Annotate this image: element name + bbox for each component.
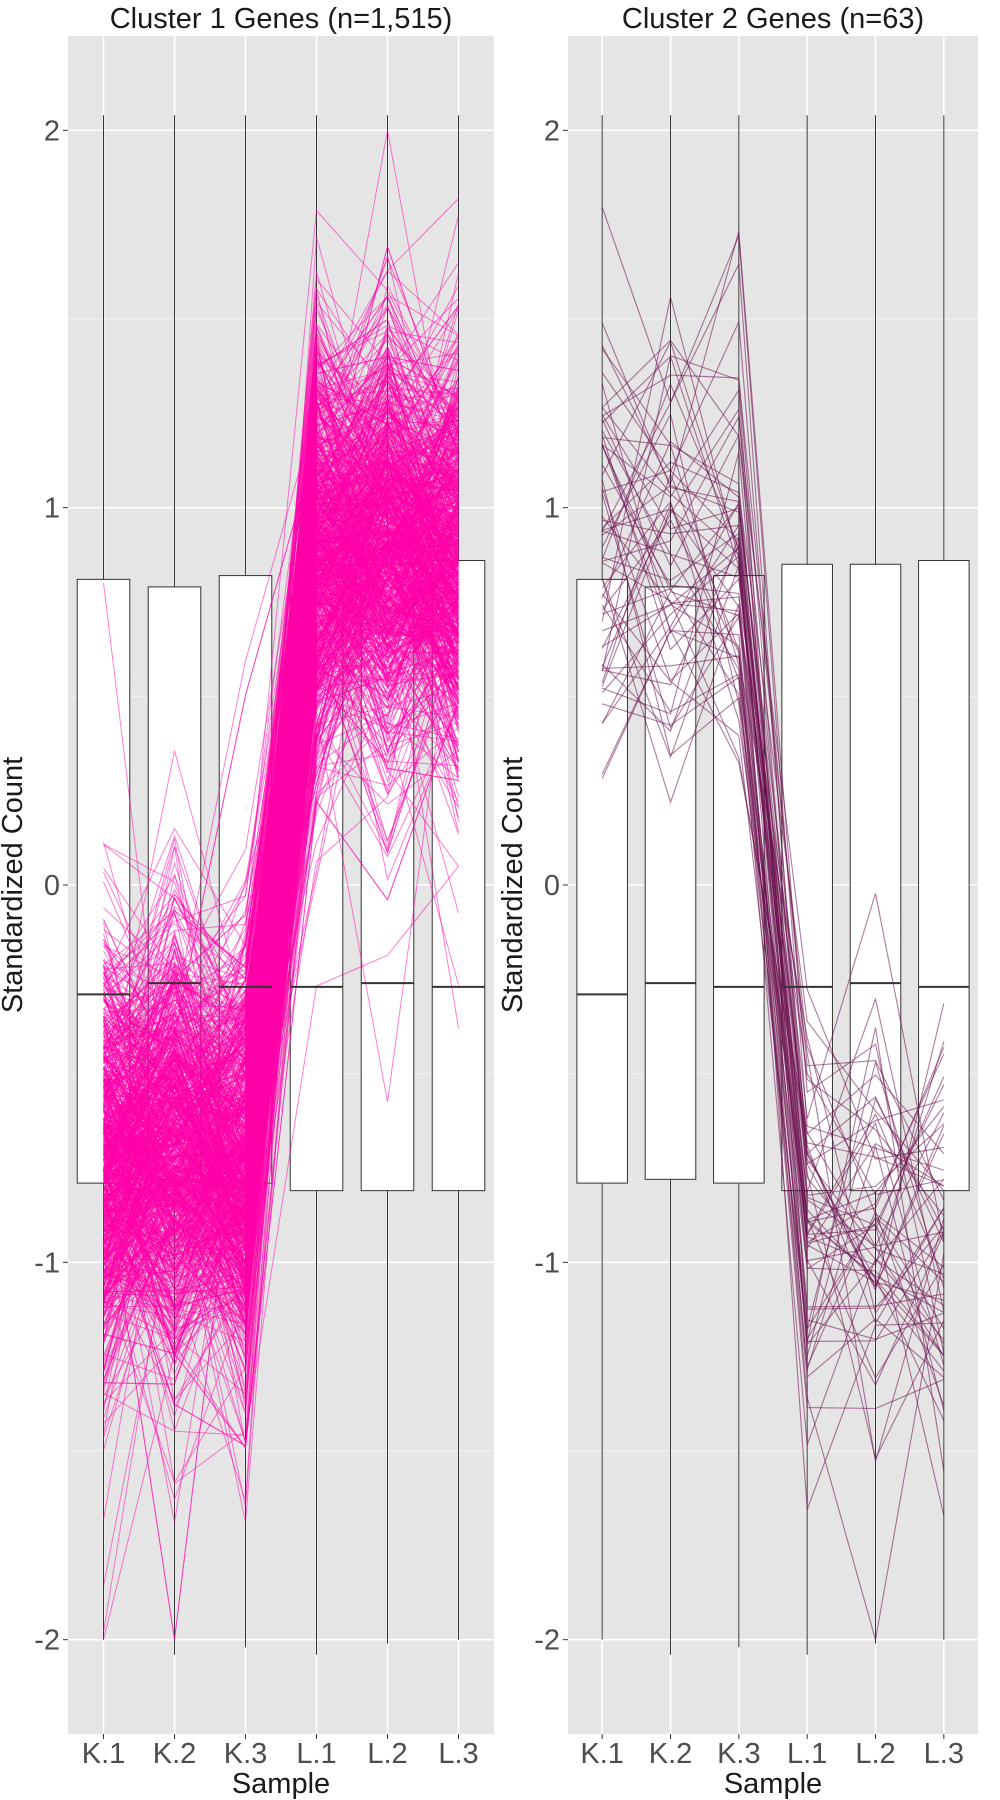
y-tick-label: 2	[544, 115, 560, 147]
gene-line	[601, 565, 944, 1301]
boxplot-box-K.1	[576, 578, 628, 1184]
gene-line	[601, 207, 944, 1171]
gene-line	[602, 604, 945, 1366]
gene-line	[103, 198, 459, 974]
gene-line	[601, 440, 944, 1275]
boxplot-box-L.2	[849, 563, 902, 1192]
gene-line	[601, 382, 945, 1356]
x-axis-label: Sample	[724, 1768, 822, 1800]
gene-line	[602, 519, 945, 1247]
gene-line	[103, 347, 459, 1062]
gene-line	[103, 577, 459, 1308]
gene-line	[103, 482, 459, 1295]
x-tick-label: K.2	[649, 1738, 693, 1770]
gene-line	[601, 418, 945, 1325]
x-tick-label: L.2	[855, 1738, 895, 1770]
gene-line	[601, 629, 945, 1315]
x-tick-label: L.1	[296, 1738, 336, 1770]
gene-line	[601, 262, 945, 1312]
x-tick-label: K.1	[82, 1738, 126, 1770]
gene-line	[103, 531, 459, 1326]
gene-line	[103, 471, 459, 1248]
gene-line	[601, 461, 945, 1192]
gene-line	[103, 357, 459, 1167]
x-tick-label: K.3	[224, 1738, 268, 1770]
gene-profile-lines	[601, 207, 945, 1640]
gene-line	[103, 525, 459, 1286]
y-tick-label: -2	[534, 1625, 560, 1657]
cluster-2-panel: -2 -1 0 1 2 K.1 K.2 K.3 L.1 L.2 L.3 Cluster 2 Genes…	[497, 3, 978, 1800]
gene-line	[103, 487, 459, 1242]
gene-line	[103, 375, 459, 1098]
gene-line	[103, 572, 459, 1246]
gene-line	[103, 439, 459, 1185]
gene-line	[601, 407, 945, 1357]
gene-line	[602, 508, 945, 1347]
gene-line	[602, 451, 945, 1380]
cluster-1-panel: -2 -1 0 1 2 K.1 K.2 K.3 L.1 L.2 L.3 Cluster 1 Genes…	[0, 3, 494, 1800]
gene-line	[103, 523, 459, 1313]
x-axis-label: Sample	[232, 1768, 330, 1800]
gene-line	[103, 465, 459, 1257]
gene-line	[103, 478, 459, 1209]
gene-line	[601, 374, 945, 1201]
x-tick-label: K.3	[717, 1738, 761, 1770]
x-tick-label: K.2	[153, 1738, 197, 1770]
x-tick-label: L.1	[787, 1738, 827, 1770]
gene-line	[103, 418, 459, 1077]
gene-line	[601, 464, 945, 1342]
y-tick-label: -2	[34, 1625, 60, 1657]
y-axis-label: Standardized Count	[0, 757, 29, 1013]
gene-line	[103, 556, 459, 1190]
y-tick-label: 1	[44, 493, 60, 525]
gene-line	[103, 492, 459, 1185]
gene-line	[103, 467, 459, 1137]
gene-line	[103, 700, 459, 1447]
gene-line	[103, 629, 459, 1450]
y-tick-label: 2	[44, 115, 60, 147]
gene-line	[103, 327, 459, 1083]
gene-line	[103, 380, 459, 1191]
y-tick-label: 0	[544, 870, 560, 902]
y-tick-label: -1	[34, 1247, 60, 1279]
gene-line	[103, 478, 459, 1161]
x-tick-label: K.1	[580, 1738, 624, 1770]
gene-line	[601, 430, 944, 1340]
boxplot-box-L.3	[918, 559, 970, 1192]
x-tick-label: L.2	[367, 1738, 407, 1770]
gene-line	[103, 257, 459, 978]
gene-line	[103, 412, 459, 1136]
panel-title: Cluster 2 Genes (n=63)	[622, 3, 924, 35]
y-axis-label: Standardized Count	[497, 757, 529, 1013]
gene-line	[103, 388, 459, 1214]
gene-line	[601, 555, 945, 1472]
gene-line	[601, 231, 945, 1354]
gene-line	[601, 339, 944, 1160]
gene-profile-lines	[103, 130, 459, 1640]
gene-line	[103, 345, 459, 1179]
gene-line	[103, 350, 459, 1144]
gene-line	[602, 543, 944, 1510]
gene-line	[103, 865, 459, 1436]
gene-line	[103, 456, 459, 1193]
gene-line	[103, 536, 459, 1508]
y-tick-label: 0	[44, 870, 60, 902]
x-tick-label: L.3	[438, 1738, 478, 1770]
boxplot-box-K.2	[644, 586, 697, 1180]
gene-line	[601, 593, 945, 1331]
panel-title: Cluster 1 Genes (n=1,515)	[110, 3, 453, 35]
x-tick-label: L.3	[924, 1738, 964, 1770]
gene-line	[103, 461, 459, 1293]
y-tick-label: 1	[544, 493, 560, 525]
gene-line	[103, 479, 459, 1298]
gene-line	[602, 530, 945, 1154]
gene-line	[103, 574, 459, 1200]
gene-line	[601, 354, 945, 1306]
gene-line	[103, 385, 459, 1103]
y-tick-label: -1	[534, 1247, 560, 1279]
